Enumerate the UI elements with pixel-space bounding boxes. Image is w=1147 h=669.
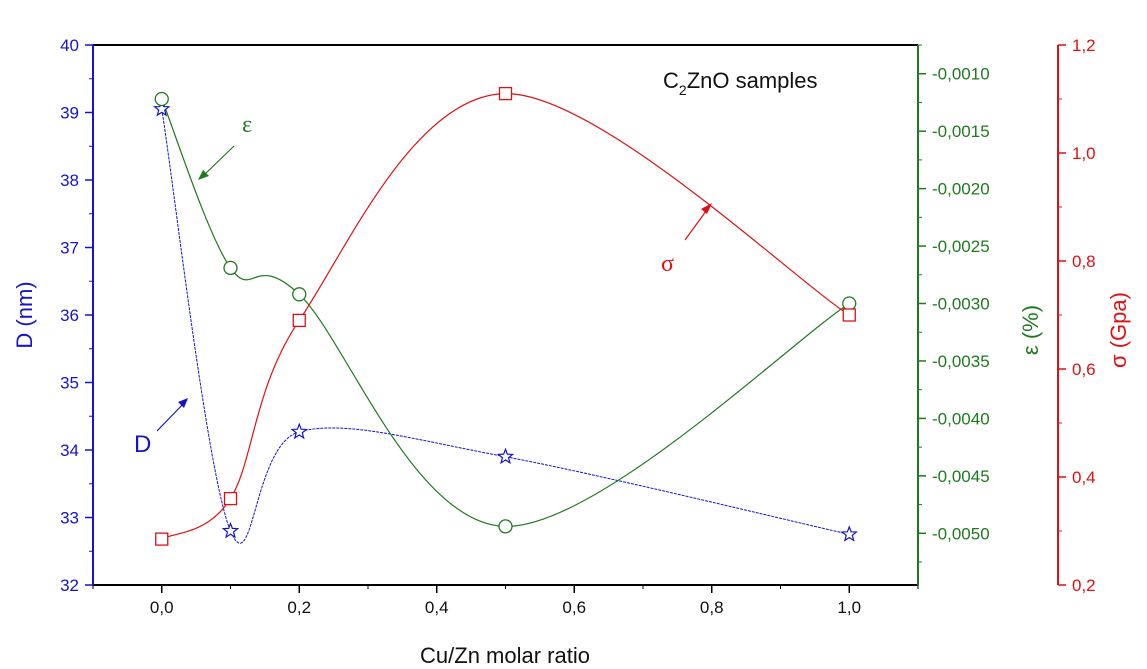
y-tick-label-sigma: 0,8: [1072, 252, 1096, 271]
point-d: [221, 521, 240, 539]
chart-title-rest: ZnO samples: [687, 68, 818, 93]
point-sigma: [292, 313, 306, 328]
y-axis-label-sigma: σ (Gpa): [1106, 292, 1131, 368]
y-tick-label-epsilon: -0,0030: [932, 295, 990, 314]
annotation-epsilon-arrowhead: [198, 170, 209, 180]
y-tick-label-epsilon: -0,0035: [932, 352, 990, 371]
y-tick-label-sigma: 0,4: [1072, 468, 1096, 487]
markers: [153, 86, 858, 546]
x-tick-label: 0,2: [287, 598, 311, 617]
annotation-epsilon-arrow: [201, 145, 235, 178]
x-tick-label: 0,8: [700, 598, 724, 617]
point-d: [840, 525, 858, 542]
y-tick-label-d: 33: [60, 509, 79, 528]
y-tick-label-d: 40: [60, 36, 79, 55]
y-tick-label-d: 37: [60, 239, 79, 258]
y-tick-label-sigma: 0,2: [1072, 576, 1096, 595]
annotation-sigma-arrow: [684, 206, 710, 241]
y-tick-label-epsilon: -0,0025: [932, 237, 990, 256]
series-line-epsilon: [161, 98, 850, 528]
chart-title-subscript: 2: [679, 82, 687, 98]
x-axis-label: Cu/Zn molar ratio: [420, 643, 590, 668]
annotation-d-label: D: [134, 431, 151, 458]
y-tick-label-epsilon: -0,0020: [932, 180, 990, 199]
y-tick-label-epsilon: -0,0040: [932, 409, 990, 428]
y-tick-label-sigma: 0,6: [1072, 360, 1096, 379]
point-d: [496, 447, 515, 465]
curves: [161, 92, 850, 544]
y-tick-label-epsilon: -0,0010: [932, 65, 990, 84]
annotation-sigma: σ: [661, 203, 712, 277]
chart-title-main: C: [663, 68, 679, 93]
point-epsilon: [223, 260, 238, 276]
y-tick-label-d: 38: [60, 171, 79, 190]
y-axis-label-epsilon: ε (%): [1018, 305, 1043, 355]
series-line-D: [161, 109, 850, 544]
point-sigma: [223, 491, 238, 506]
point-d: [153, 99, 171, 117]
series-line-sigma: [161, 92, 850, 540]
y-tick-label-epsilon: -0,0050: [932, 524, 990, 543]
annotation-epsilon-label: ε: [242, 112, 252, 138]
point-sigma: [842, 308, 856, 322]
y-tick-label-d: 35: [60, 374, 79, 393]
x-tick-label: 0,6: [562, 598, 586, 617]
annotation-sigma-label: σ: [661, 251, 674, 277]
point-epsilon: [292, 287, 307, 302]
point-epsilon: [154, 91, 169, 107]
x-tick-label: 1,0: [837, 598, 861, 617]
y-tick-label-d: 39: [60, 104, 79, 123]
y-axis-label-d: D (nm): [12, 281, 37, 348]
chart-title: C2ZnO samples: [663, 68, 818, 98]
annotation-epsilon: ε: [198, 112, 252, 180]
y-tick-label-epsilon: -0,0045: [932, 467, 990, 486]
annotation-d-arrowhead: [178, 398, 188, 408]
point-epsilon: [842, 296, 857, 311]
y-tick-label-epsilon: -0,0015: [932, 122, 990, 141]
y-tick-label-sigma: 1,0: [1072, 144, 1096, 163]
y-tick-label-sigma: 1,2: [1072, 36, 1096, 55]
x-tick-label: 0,0: [150, 598, 174, 617]
y-tick-label-d: 32: [60, 576, 79, 595]
y-tick-label-d: 36: [60, 306, 79, 325]
point-sigma: [155, 532, 169, 546]
annotation-sigma-arrowhead: [701, 203, 712, 214]
point-epsilon: [498, 519, 513, 534]
point-sigma: [498, 86, 513, 101]
annotation-d: D: [134, 398, 188, 458]
x-tick-label: 0,4: [425, 598, 449, 617]
y-tick-label-d: 34: [60, 441, 79, 460]
axes: 0,0 0,2 0,4 0,6 0,8 1,0 32 33 34 35 36 37 38 39 40 -0,0…: [60, 36, 1096, 617]
point-d: [290, 422, 308, 440]
